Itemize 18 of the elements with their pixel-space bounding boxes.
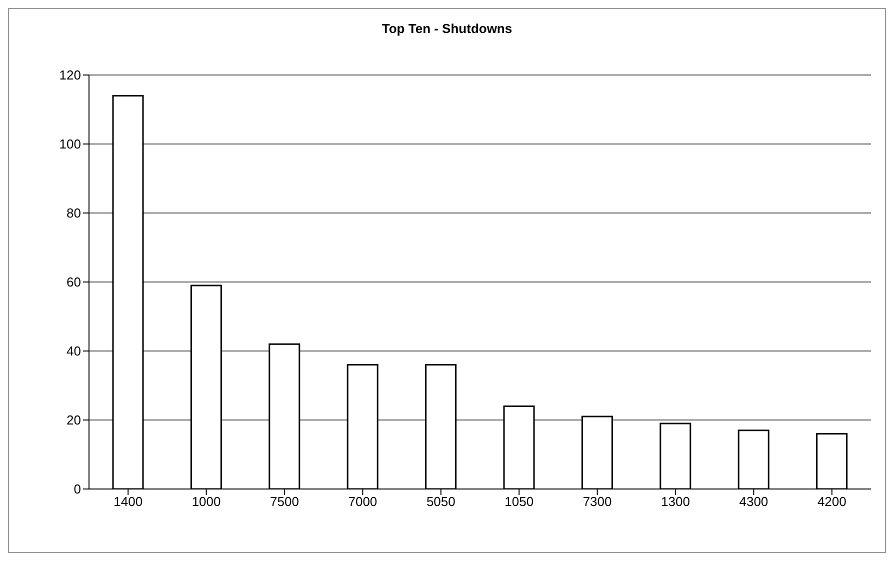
x-tick-label: 1000 xyxy=(192,494,221,510)
x-tick-label: 4300 xyxy=(739,494,768,510)
x-tick-label: 7500 xyxy=(270,494,299,510)
x-tick-label: 5050 xyxy=(426,494,456,510)
y-tick-label: 40 xyxy=(66,344,81,359)
x-tick-label: 7300 xyxy=(582,494,612,510)
y-tick-label: 0 xyxy=(74,482,81,497)
chart-title: Top Ten - Shutdowns xyxy=(380,21,514,36)
y-tick-label: 60 xyxy=(66,274,81,290)
y-tick-label: 80 xyxy=(66,206,81,221)
y-tick-label: 120 xyxy=(59,68,81,83)
x-tick-label: 4200 xyxy=(817,494,846,510)
x-tick-label: 1300 xyxy=(661,494,690,510)
x-tick-label: 1050 xyxy=(504,494,534,510)
y-tick-label: 100 xyxy=(59,136,81,152)
y-tick-label: 20 xyxy=(66,412,81,428)
x-tick-label: 1400 xyxy=(114,494,143,510)
x-tick-label: 7000 xyxy=(348,494,378,510)
